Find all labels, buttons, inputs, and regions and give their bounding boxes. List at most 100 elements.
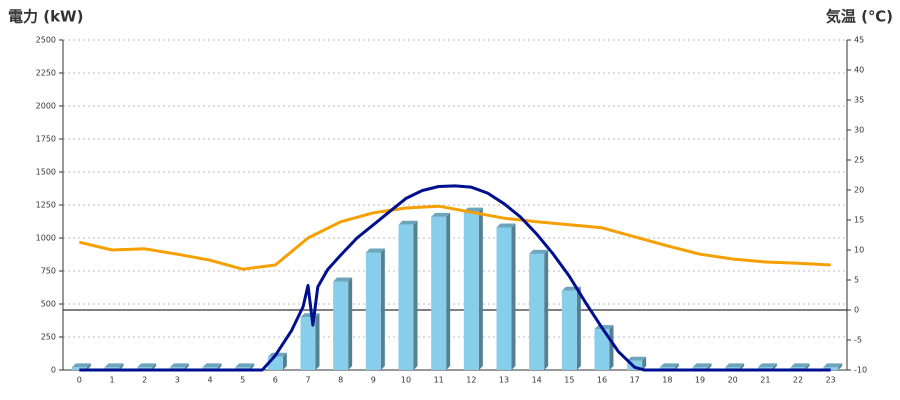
y-tick-label: 1000 [36,234,56,243]
bar-top [365,248,385,253]
y-tick-label: 500 [41,300,56,309]
line [79,184,831,372]
y-tick-label: 2500 [36,36,56,45]
x-tick-label: 10 [401,376,411,385]
bar-side [478,207,483,370]
bar-top [692,363,712,368]
y2-tick-label: 40 [854,66,864,75]
x-tick-label: 12 [466,376,476,385]
x-tick-label: 22 [793,376,803,385]
bar-side [674,363,679,370]
x-tick-label: 23 [826,376,836,385]
bar-top [496,223,516,228]
x-tick-label: 19 [695,376,705,385]
x-tick-label: 4 [207,376,212,385]
y2-tick-label: -5 [854,336,862,345]
x-tick-label: 8 [338,376,343,385]
y2-tick-label: 15 [854,216,864,225]
y-tick-label: 750 [41,267,56,276]
x-tick-label: 14 [532,376,542,385]
y-tick-label: 2250 [36,69,56,78]
bar [365,252,381,370]
x-tick-label: 15 [564,376,574,385]
bar [594,329,610,370]
x-tick-label: 2 [142,376,147,385]
x-tick-label: 18 [662,376,672,385]
y2-tick-label: 5 [854,276,859,285]
bar-side [544,249,549,370]
x-tick-label: 20 [728,376,738,385]
bar-top [431,212,451,217]
bar-side [838,363,843,370]
bar [300,317,316,370]
bar [398,224,414,370]
bar-side [609,325,614,370]
bar [333,281,349,370]
bar-top [398,220,418,225]
y-tick-label: 0 [51,366,56,375]
y2-tick-label: 30 [854,126,864,135]
bar-side [642,356,647,370]
bar-side [86,363,91,370]
x-tick-label: 7 [305,376,310,385]
x-tick-label: 21 [760,376,770,385]
y2-tick-label: 20 [854,186,864,195]
bar-side [511,223,516,370]
x-tick-label: 11 [434,376,444,385]
bar-side [576,286,581,370]
x-tick-label: 16 [597,376,607,385]
bar-side [772,363,777,370]
bar-side [119,363,124,370]
bar-top [725,363,745,368]
bar-top [823,363,843,368]
bar [529,253,545,370]
y2-axis-title: 気温 (℃) [826,8,893,26]
bar-top [333,277,353,282]
bar-top [627,356,647,361]
bar-side [250,363,255,370]
bar-top [757,363,777,368]
x-tick-label: 3 [175,376,180,385]
bar [431,216,447,370]
bar-top [104,363,124,368]
y-tick-label: 1250 [36,201,56,210]
bar-top [169,363,189,368]
bar-side [413,220,418,370]
bar-top [202,363,222,368]
y2-tick-label: 10 [854,246,864,255]
x-tick-label: 0 [77,376,82,385]
y-tick-label: 1500 [36,168,56,177]
x-tick-label: 9 [371,376,376,385]
y2-tick-label: 25 [854,156,864,165]
bar-side [315,313,320,370]
x-tick-label: 5 [240,376,245,385]
bar-top [235,363,255,368]
bar-side [282,352,287,370]
bar-side [805,363,810,370]
bar-top [137,363,157,368]
bar-top [529,249,549,254]
y2-tick-label: 45 [854,36,864,45]
bar-top [71,363,91,368]
x-tick-label: 1 [109,376,114,385]
bar-top [659,363,679,368]
bar [496,227,512,370]
line [78,204,831,271]
bar-side [446,212,451,370]
y2-tick-label: -10 [854,366,867,375]
bar [561,290,577,370]
bar-side [217,363,222,370]
x-tick-label: 13 [499,376,509,385]
bar-side [184,363,189,370]
bar-top [790,363,810,368]
bar [463,211,479,370]
bar-side [348,277,353,370]
bar-side [152,363,157,370]
y2-tick-label: 35 [854,96,864,105]
bar-side [740,363,745,370]
y-tick-label: 250 [41,333,56,342]
x-tick-label: 17 [630,376,640,385]
bar-side [380,248,385,370]
y-tick-label: 1750 [36,135,56,144]
